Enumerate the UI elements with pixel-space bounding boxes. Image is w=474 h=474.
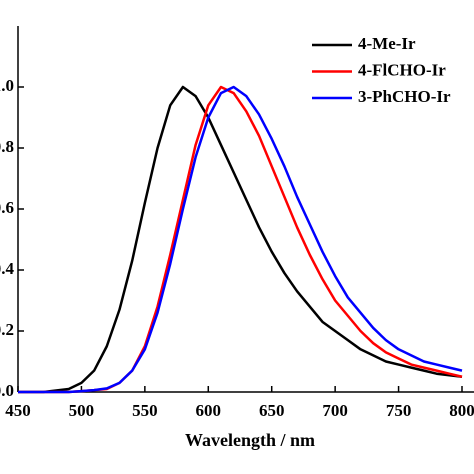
- y-tick-label: 0.8: [0, 137, 14, 156]
- legend-label: 3-PhCHO-Ir: [358, 87, 451, 106]
- x-tick-label: 750: [386, 401, 412, 420]
- y-tick-label: 0.4: [0, 259, 15, 278]
- y-tick-label: 0.6: [0, 198, 14, 217]
- x-axis-title: Wavelength / nm: [185, 430, 315, 450]
- x-tick-label: 500: [69, 401, 95, 420]
- y-tick-label: 0.0: [0, 381, 14, 400]
- x-tick-label: 600: [196, 401, 222, 420]
- legend-label: 4-Me-Ir: [358, 34, 416, 53]
- series-line: [18, 85, 463, 394]
- x-tick-label: 450: [5, 401, 31, 420]
- legend-label: 4-FlCHO-Ir: [358, 60, 446, 79]
- y-tick-label: 1.0: [0, 76, 14, 95]
- x-tick-label: 650: [259, 401, 285, 420]
- y-tick-label: 0.2: [0, 320, 14, 339]
- series-line: [18, 85, 463, 394]
- x-tick-label: 800: [449, 401, 474, 420]
- x-tick-label: 700: [322, 401, 348, 420]
- x-tick-label: 550: [132, 401, 158, 420]
